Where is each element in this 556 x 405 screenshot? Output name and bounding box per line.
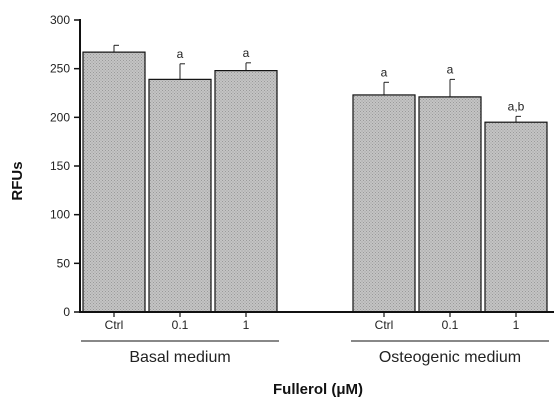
significance-label: a xyxy=(381,65,388,79)
category-label: Ctrl xyxy=(375,318,394,332)
y-axis-title: RFUs xyxy=(9,161,26,200)
category-label: 0.1 xyxy=(172,318,189,332)
bar xyxy=(484,121,548,313)
category-label: 1 xyxy=(513,318,520,332)
x-axis-title: Fullerol (μM) xyxy=(273,381,363,398)
x-axis-ticks: Ctrl 0.1 1 Ctrl 0.1 1 xyxy=(105,312,520,332)
bar xyxy=(214,70,278,313)
y-tick-label: 250 xyxy=(50,62,70,76)
bar xyxy=(418,96,482,313)
group-label: Basal medium xyxy=(129,349,230,366)
group-labels: Basal medium Osteogenic medium xyxy=(81,340,549,366)
y-tick-label: 0 xyxy=(63,305,70,319)
bars-layer: a a a a a,b xyxy=(82,44,548,313)
significance-label: a xyxy=(243,46,250,60)
group-label: Osteogenic medium xyxy=(379,349,521,366)
significance-label: a xyxy=(177,47,184,61)
y-tick-label: 300 xyxy=(50,13,70,27)
y-tick-label: 100 xyxy=(50,208,70,222)
y-tick-label: 50 xyxy=(57,256,71,270)
y-tick-label: 150 xyxy=(50,159,70,173)
category-label: 0.1 xyxy=(442,318,459,332)
category-label: 1 xyxy=(243,318,250,332)
bar xyxy=(82,51,146,313)
significance-label: a xyxy=(447,62,454,76)
bar xyxy=(148,78,212,313)
category-label: Ctrl xyxy=(105,318,124,332)
y-axis-ticks: 0 50 100 150 200 250 300 xyxy=(50,13,80,319)
significance-label: a,b xyxy=(508,99,525,113)
y-tick-label: 200 xyxy=(50,110,70,124)
bar xyxy=(352,94,416,313)
